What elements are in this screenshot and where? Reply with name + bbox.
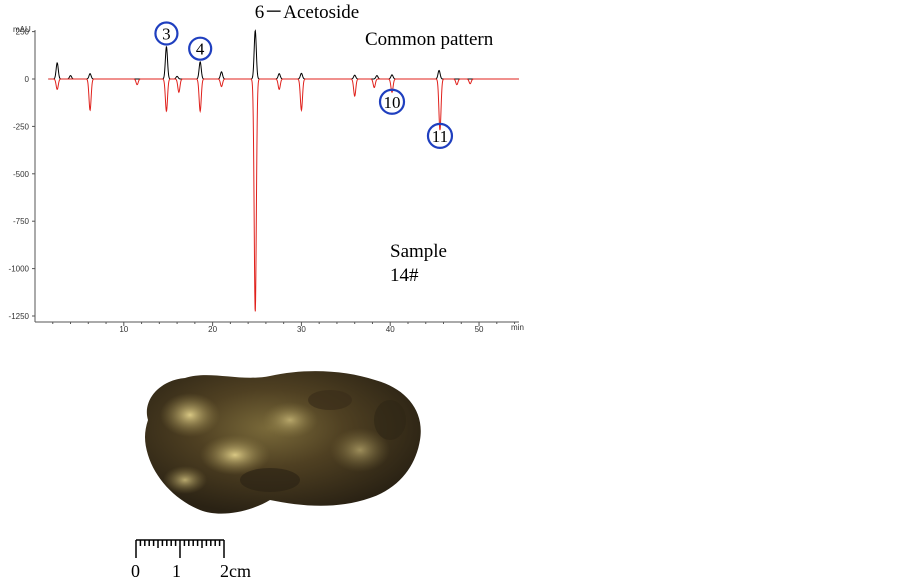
- scale-label-1: 1: [172, 561, 181, 581]
- chart-axes: [34, 30, 519, 323]
- y-tick-label: 250: [16, 28, 30, 37]
- specimen-photo: [145, 371, 421, 514]
- chromatogram-chart: 6－Acetoside 250 0 -250 -500 -750 -1000 -1250 1…: [9, 2, 524, 334]
- x-tick-label: 20: [208, 325, 217, 334]
- sample-label-line2: 14#: [390, 265, 419, 286]
- peak-labels: 3 4 10 11: [154, 21, 454, 149]
- peak-label-circle-4: [188, 36, 213, 61]
- peak-label-11: 11: [432, 127, 448, 146]
- y-tick-label: -750: [13, 217, 30, 226]
- y-tick-label: -1250: [9, 312, 30, 321]
- x-tick-label: 40: [386, 325, 395, 334]
- x-tick-label: 50: [475, 325, 484, 334]
- y-tick-label: 0: [25, 75, 30, 84]
- scale-label-0: 0: [131, 561, 140, 581]
- x-tick-label: 10: [119, 325, 128, 334]
- x-tick-label: 30: [297, 325, 306, 334]
- scale-label-2cm: 2cm: [220, 561, 251, 581]
- y-tick-label: -500: [13, 170, 30, 179]
- y-axis-unit-label: mAU: [13, 25, 31, 34]
- x-axis-ticks: 10 20 30 40 50: [52, 322, 516, 334]
- chart-title: 6－Acetoside: [255, 2, 359, 23]
- y-tick-label: -1000: [9, 265, 30, 274]
- common-pattern-label: Common pattern: [365, 29, 494, 50]
- y-tick-label: -250: [13, 122, 30, 131]
- peak-label-4: 4: [196, 40, 205, 59]
- scale-bar: [135, 539, 225, 558]
- sample-label-line1: Sample: [390, 241, 447, 262]
- y-axis-ticks: 250 0 -250 -500 -750 -1000 -1250: [9, 28, 35, 321]
- peak-label-3: 3: [162, 24, 171, 43]
- peak-label-10: 10: [384, 93, 401, 112]
- peak-label-circle-11: [426, 122, 454, 149]
- x-axis-unit-label: min: [511, 323, 524, 332]
- peak-label-circle-10: [378, 88, 406, 115]
- series-line-sample-14: [48, 78, 519, 312]
- peak-label-circle-3: [154, 21, 179, 46]
